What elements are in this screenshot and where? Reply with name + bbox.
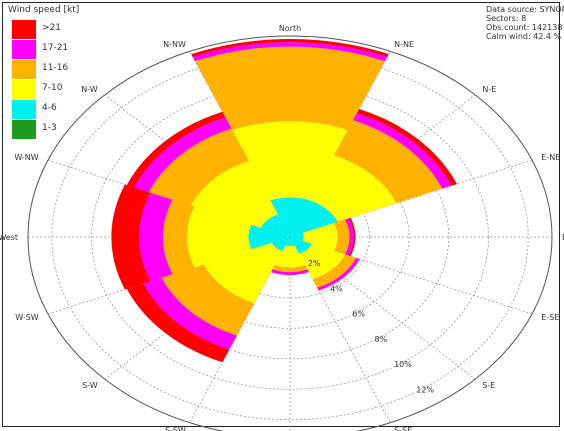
direction-label-e-ne: E-NE [541, 153, 560, 162]
sector-east-7-10 [302, 223, 338, 251]
sector-south-17-21 [271, 269, 309, 276]
direction-label-s-sw: S-SW [165, 426, 186, 431]
sector-west-4-6 [248, 224, 290, 250]
legend-label: 4-6 [42, 103, 57, 113]
sector-n-w-7-10 [190, 161, 278, 228]
sector-n-e-7-10 [309, 155, 397, 222]
direction-label-e-se: E-SE [541, 313, 559, 322]
direction-label-west: West [0, 233, 18, 242]
legend-item: >21 [12, 20, 92, 40]
radial-tick-label: 8% [374, 335, 387, 344]
spoke-n-ne [289, 51, 391, 238]
legend-swatch [12, 40, 36, 59]
legend-item: 7-10 [12, 80, 92, 100]
info-line: Data source: SYNOP [486, 5, 564, 14]
direction-label-n-nw: N-NW [163, 40, 186, 49]
sector-n-w-4-6 [260, 214, 290, 237]
direction-label-s-e: S-E [482, 381, 495, 390]
sector-west-gt21 [111, 184, 151, 290]
legend-item: 11-16 [12, 60, 92, 80]
legend: >21 17-21 11-16 7-10 4-6 1-3 [12, 20, 92, 140]
spoke-s-se [289, 236, 391, 423]
sector-n-e-11-16 [334, 120, 443, 204]
direction-label-n-e: N-E [482, 85, 496, 94]
radial-tick-label: 10% [394, 360, 412, 369]
sector-s-e-11-16 [312, 254, 357, 288]
radial-tick-labels: 2% 4% 6% 8% 10% 12% [308, 259, 435, 394]
info-box: Data source: SYNOP Sectors: 8 Obs.count: 1… [486, 5, 564, 41]
spoke-s-e [289, 236, 476, 380]
direction-label-n-w: N-W [81, 85, 98, 94]
legend-label: >21 [42, 23, 61, 33]
sector-s-e-17-21 [317, 257, 360, 291]
info-line: Sectors: 8 [486, 14, 527, 23]
legend-swatch [12, 120, 36, 139]
sector-n-w-11-16 [148, 128, 249, 206]
sector-north-gt21 [191, 39, 389, 57]
sector-n-e-gt21 [356, 108, 457, 186]
direction-label-s-se: S-SE [394, 426, 412, 431]
sectors [111, 39, 457, 363]
direction-label-s-w: S-W [82, 381, 98, 390]
direction-label-east: East [562, 233, 564, 242]
sector-east-11-16 [334, 219, 350, 255]
sector-n-e-4-6 [290, 200, 338, 237]
direction-label-n-ne: N-NE [394, 40, 414, 49]
direction-label-w-sw: W-SW [15, 313, 39, 322]
sector-n-w-17-21 [134, 117, 232, 193]
legend-swatch [12, 60, 36, 79]
sector-east-17-21 [345, 218, 354, 256]
sector-north-4-6 [270, 197, 310, 237]
sector-west-17-21 [139, 192, 173, 282]
sector-s-e-4-6 [290, 237, 313, 254]
legend-swatch [12, 20, 36, 39]
info-line: Calm wind: 42.4 % [486, 32, 562, 41]
sector-s-w-17-21 [143, 277, 237, 350]
sector-north-17-21 [192, 42, 388, 62]
legend-label: 11-16 [42, 63, 69, 73]
sector-east-4-6 [290, 232, 304, 242]
legend-label: 1-3 [42, 123, 57, 133]
sector-n-e-17-21 [353, 113, 452, 189]
sector-east-gt21 [348, 217, 356, 257]
radial-tick-label: 4% [330, 284, 343, 293]
direction-labels: NorthN-NEN-EE-NEEastE-SES-ES-SESouthS-SW… [0, 24, 564, 431]
sector-n-w-gt21 [126, 111, 226, 188]
sector-west-11-16 [162, 199, 195, 275]
grid-ring-6 [51, 53, 529, 421]
sector-s-w-gt21 [126, 283, 230, 363]
direction-label-w-nw: W-NW [14, 153, 38, 162]
legend-swatch [12, 100, 36, 119]
radial-tick-label: 6% [352, 310, 365, 319]
legend-title: Wind speed [kt] [8, 5, 80, 15]
sector-south-11-16 [272, 265, 308, 273]
direction-label-north: North [279, 24, 301, 33]
radial-tick-label: 2% [308, 259, 321, 268]
sector-north-11-16 [195, 46, 385, 131]
sector-s-e-7-10 [299, 243, 346, 280]
legend-swatch [12, 80, 36, 99]
radial-tick-label: 12% [416, 385, 434, 394]
sector-south-4-6 [285, 237, 295, 247]
legend-item: 1-3 [12, 120, 92, 140]
legend-item: 4-6 [12, 100, 92, 120]
sector-s-w-11-16 [161, 264, 255, 336]
sector-s-w-7-10 [203, 242, 283, 304]
sector-south-7-10 [274, 245, 306, 268]
info-line: Obs.count: 142138 [486, 23, 563, 32]
legend-item: 17-21 [12, 40, 92, 60]
sector-s-w-4-6 [271, 237, 290, 252]
legend-label: 17-21 [42, 43, 69, 53]
sector-north-7-10 [232, 121, 348, 201]
sector-west-7-10 [186, 206, 252, 268]
legend-label: 7-10 [42, 83, 63, 93]
